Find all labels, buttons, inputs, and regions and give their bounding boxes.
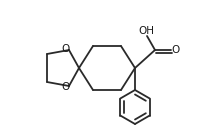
Text: O: O: [61, 44, 69, 54]
Text: O: O: [61, 82, 69, 92]
Text: OH: OH: [138, 26, 154, 36]
Text: O: O: [172, 45, 180, 55]
